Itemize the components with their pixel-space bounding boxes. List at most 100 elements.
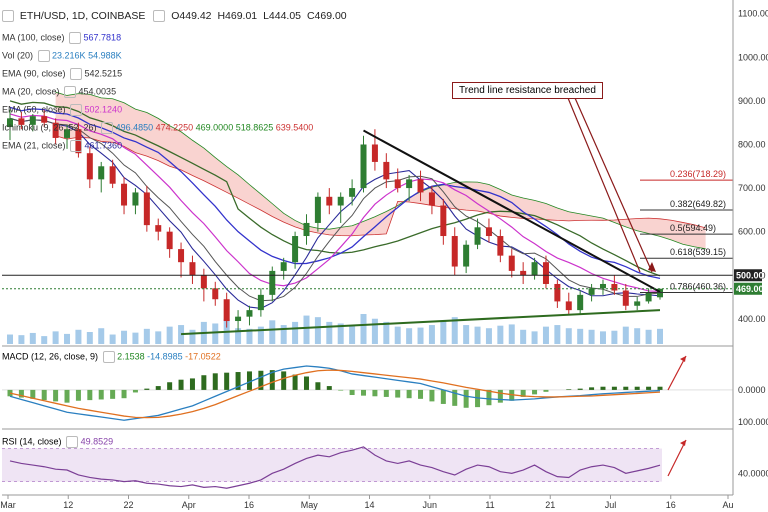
indicator-settings-icon[interactable] (37, 50, 50, 62)
arrow-icon (680, 356, 686, 362)
ema-21-line (9, 117, 661, 309)
time-tick-label: 21 (545, 500, 555, 510)
candle-body (64, 129, 71, 138)
candle-body (166, 231, 173, 250)
indicator-value: 542.5215 (82, 68, 123, 79)
settings-icon[interactable] (153, 10, 166, 23)
macd-histogram-bar (383, 389, 389, 397)
macd-histogram-bar (611, 386, 617, 390)
time-tick-label: 14 (364, 500, 374, 510)
volume-bar (565, 328, 572, 344)
price-tick-label: 400.00 (738, 314, 766, 324)
macd-histogram-bar (440, 389, 446, 404)
candle-body (383, 161, 390, 180)
macd-histogram-bar (155, 386, 161, 390)
volume-bar (292, 321, 299, 344)
candle-body (371, 144, 378, 162)
macd-histogram-bar (600, 386, 606, 390)
candle-body (520, 270, 527, 276)
volume-bar (143, 328, 150, 344)
volume-bar (132, 332, 139, 344)
volume-bar (531, 331, 538, 344)
price-tick-label: 600.00 (738, 227, 766, 237)
candle-body (121, 183, 128, 206)
macd-histogram-bar (429, 389, 435, 402)
volume-bar (371, 318, 378, 344)
indicator-row[interactable]: Vol (20) 23.216K 54.988K (2, 50, 122, 62)
indicator-settings-icon[interactable] (70, 68, 83, 80)
macd-histogram-bar (463, 389, 469, 408)
macd-histogram-bar (623, 386, 629, 390)
indicator-settings-icon[interactable] (70, 140, 83, 152)
candle-body (577, 294, 584, 311)
open-value: O449.42 (171, 10, 212, 22)
macd-histogram-bar (646, 386, 652, 390)
indicator-row[interactable]: Ichimoku (9, 26, 52, 26) 496.4850 474.22… (2, 122, 313, 134)
collapse-toggle-icon[interactable] (2, 10, 14, 23)
indicator-row[interactable]: EMA (50, close) 502.1240 (2, 104, 122, 116)
volume-bar (64, 333, 71, 344)
macd-histogram-bar (543, 389, 549, 392)
indicator-value: 54.988K (85, 50, 122, 61)
macd-histogram-bar (258, 370, 264, 390)
price-tick-label: 1000.00 (738, 52, 768, 62)
rsi-settings-icon[interactable] (66, 436, 79, 448)
indicator-row[interactable]: MA (20, close) 454.0035 (2, 86, 116, 98)
volume-bar (463, 325, 470, 344)
price-tick-label: 700.00 (738, 183, 766, 193)
indicator-row[interactable]: MA (100, close) 567.7818 (2, 32, 121, 44)
candle-body (622, 290, 629, 306)
candle-body (428, 192, 435, 206)
volume-bar (337, 323, 344, 344)
volume-bar (417, 327, 424, 344)
macd-histogram-bar (520, 389, 526, 397)
time-tick-label: 16 (244, 500, 254, 510)
volume-bar (383, 321, 390, 344)
candle-body (599, 283, 606, 289)
candle-body (611, 283, 618, 291)
volume-bar (303, 315, 310, 344)
indicator-settings-icon[interactable] (69, 32, 82, 44)
macd-histogram-bar (246, 371, 252, 390)
volume-bar (554, 325, 561, 344)
annotation-text: Trend line resistance breached (459, 85, 596, 96)
indicator-row[interactable]: EMA (90, close) 542.5215 (2, 68, 122, 80)
macd-histogram-bar (235, 372, 241, 390)
candle-body (303, 222, 310, 237)
macd-settings-icon[interactable] (102, 351, 115, 363)
volume-bar (269, 320, 276, 344)
volume-bar (155, 331, 162, 344)
indicator-label: MA (100, close) (2, 32, 68, 43)
time-tick-label: Apr (182, 500, 196, 510)
volume-bar (326, 321, 333, 344)
candle-body (463, 244, 470, 267)
macd-histogram-bar (657, 386, 663, 390)
macd-histogram-bar (338, 389, 344, 391)
volume-bar (75, 329, 82, 344)
macd-histogram-bar (532, 389, 538, 395)
volume-bar (645, 329, 652, 344)
indicator-settings-icon[interactable] (70, 104, 83, 116)
indicator-value: 518.8625 (233, 122, 274, 133)
volume-bar (542, 326, 549, 344)
candle-body (212, 288, 219, 300)
volume-bar (257, 326, 264, 344)
indicator-settings-icon[interactable] (101, 122, 114, 134)
candle-body (257, 294, 264, 311)
annotation-callout: Trend line resistance breached (452, 82, 603, 99)
volume-bar (246, 328, 253, 344)
chart-header: ETH/USD, 1D, COINBASE O449.42 H469.01 L4… (0, 10, 350, 23)
rsi-legend: RSI (14, close) 49.8529 (2, 436, 113, 448)
volume-bar (18, 335, 25, 344)
macd-histogram-bar (418, 389, 424, 399)
price-tag-label: 500.00 (736, 270, 764, 280)
close-value: C469.00 (306, 10, 347, 22)
volume-bar (440, 320, 447, 344)
indicator-value: 474.2250 (153, 122, 194, 133)
volume-bar (7, 334, 13, 344)
indicator-row[interactable]: EMA (21, close) 461.7360 (2, 140, 122, 152)
macd-histogram-bar (269, 370, 275, 390)
volume-bar (235, 328, 242, 344)
indicator-settings-icon[interactable] (64, 86, 77, 98)
macd-histogram-bar (361, 389, 367, 396)
